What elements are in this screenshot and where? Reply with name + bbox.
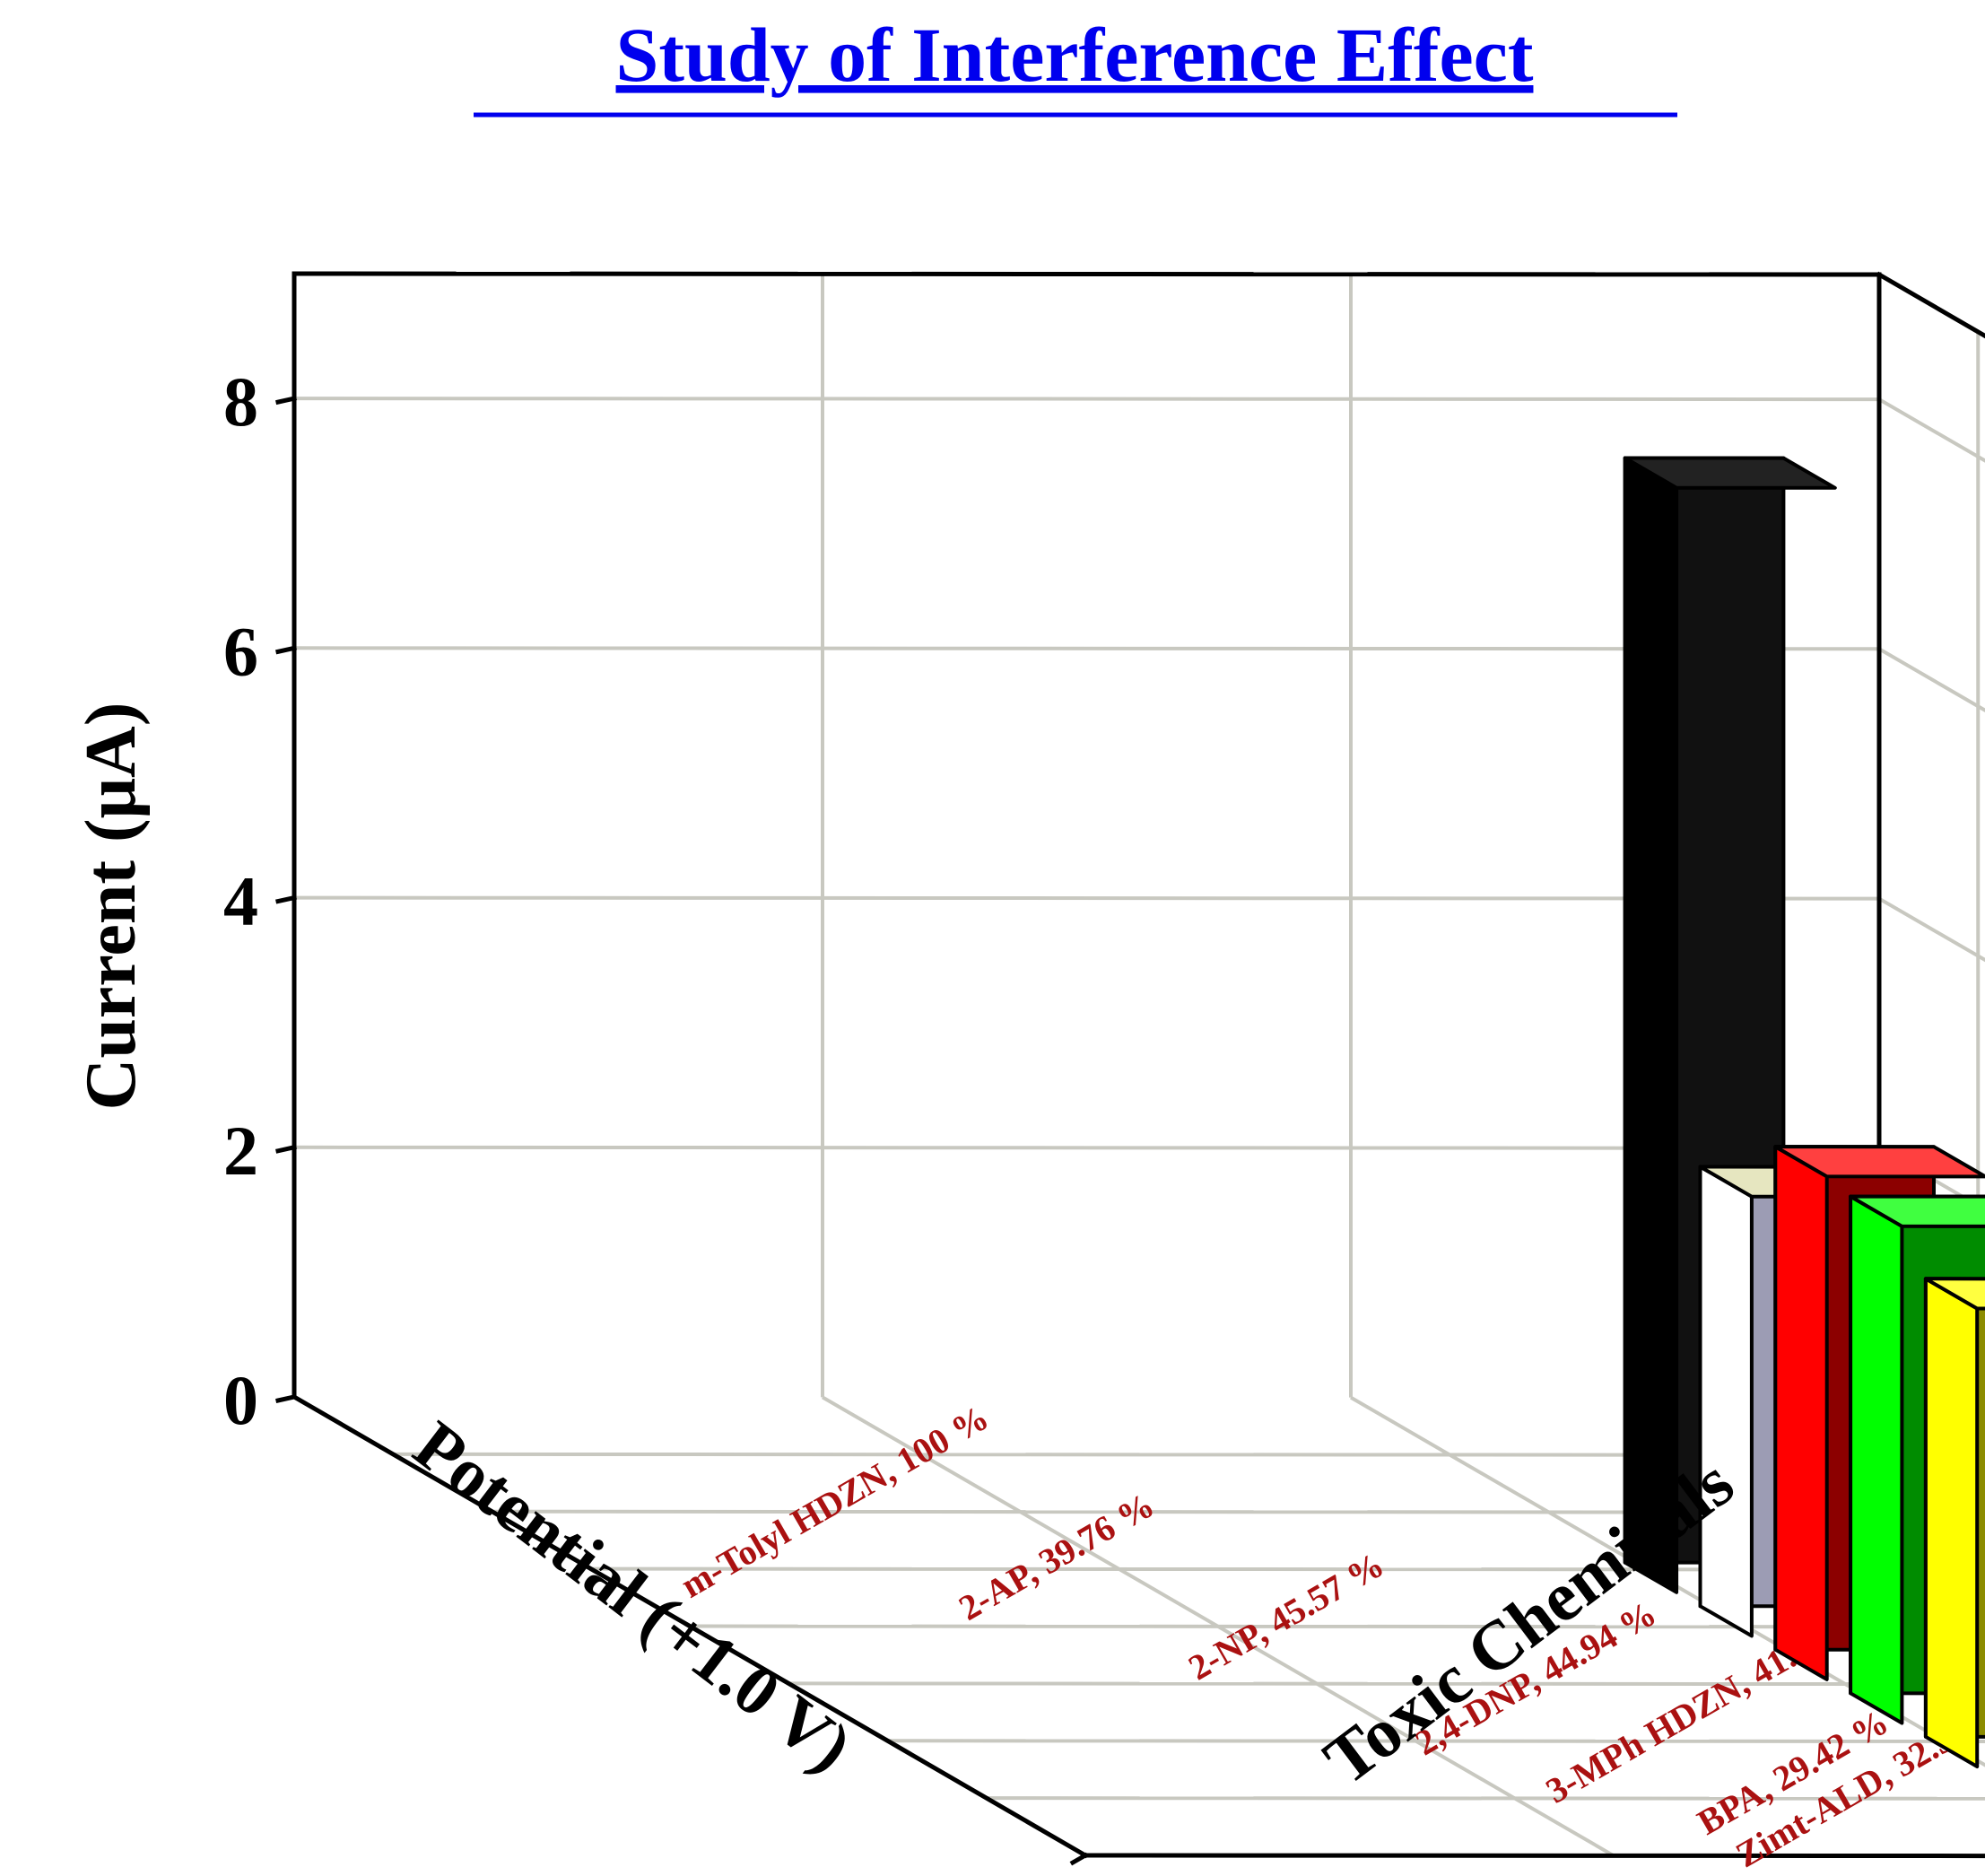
bar-5 bbox=[1923, 1277, 1985, 1768]
bar-top-face bbox=[1849, 1194, 1985, 1228]
y-tick-mark bbox=[275, 396, 297, 406]
y-axis-ticks: 0 2 4 6 8 bbox=[223, 362, 297, 1439]
chart-axes bbox=[291, 271, 1985, 1866]
bar-front-face bbox=[1623, 456, 1679, 1594]
bar-top-face bbox=[1923, 1277, 1985, 1311]
axis-line bbox=[291, 1393, 1089, 1859]
y-tick-label: 0 bbox=[223, 1361, 258, 1439]
y-tick-label: 8 bbox=[223, 362, 258, 441]
bar-top-face bbox=[1623, 456, 1837, 490]
bar-front-face bbox=[1773, 1145, 1829, 1681]
y-tick-label: 2 bbox=[223, 1112, 258, 1190]
category-label: m-Tolyl HDZN, 100 % bbox=[674, 1397, 995, 1606]
x-axis-title: Potential (+1.0 V) bbox=[400, 1406, 866, 1787]
axis-line bbox=[1876, 271, 1985, 339]
y-tick-mark bbox=[275, 645, 297, 655]
axis-line bbox=[292, 271, 1882, 277]
y-tick-mark bbox=[275, 894, 297, 904]
bar-front-face bbox=[1698, 1165, 1754, 1638]
bar-top-face bbox=[1773, 1145, 1985, 1179]
axis-tick bbox=[1069, 1852, 1089, 1866]
bar-front-face bbox=[1923, 1277, 1980, 1768]
category-label: 2-AP, 39.76 % bbox=[952, 1484, 1161, 1627]
chart-title: Study of Interference Effect bbox=[616, 12, 1534, 98]
bar-front-face bbox=[1849, 1194, 1904, 1725]
grid-line bbox=[821, 1395, 1615, 1858]
grid-line bbox=[986, 1796, 1985, 1801]
bars bbox=[1623, 456, 1985, 1768]
grid-line bbox=[788, 1681, 1985, 1687]
y-tick-mark bbox=[275, 1144, 297, 1154]
y-tick-mark bbox=[275, 1394, 297, 1403]
axis-line bbox=[1083, 1853, 1985, 1859]
y-tick-label: 6 bbox=[223, 612, 258, 690]
y-tick-label: 4 bbox=[223, 862, 258, 940]
y-axis-title: Current (μA) bbox=[72, 702, 151, 1111]
z-axis-title: Toxic Chemicals bbox=[1310, 1443, 1747, 1800]
